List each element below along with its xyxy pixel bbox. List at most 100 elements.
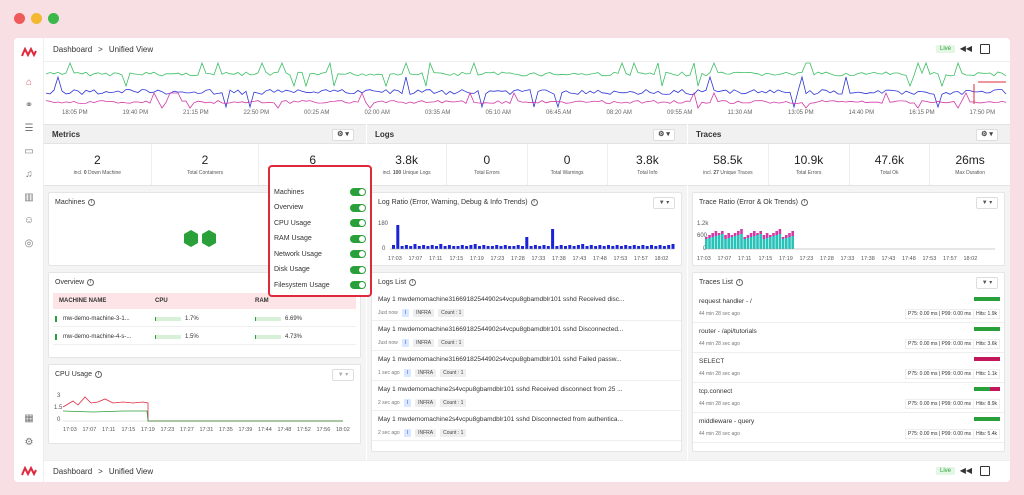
live-badge[interactable]: Live <box>935 45 955 53</box>
trace-ok-bar <box>724 239 727 249</box>
visibility-toggle[interactable] <box>350 281 366 289</box>
timeline-tick-label: 06:45 AM <box>546 110 572 116</box>
log-bar <box>572 246 576 249</box>
list-item[interactable]: May 1 mwdemomachine2s4vcpu8gbamdblr101 s… <box>372 411 681 441</box>
minimize-window-button[interactable] <box>31 13 42 24</box>
list-item[interactable]: May 1 mwdemomachine31669182544902s4vcpu8… <box>372 351 681 381</box>
list-item[interactable]: May 1 mwdemomachine31669182544902s4vcpu8… <box>372 291 681 321</box>
nodes-icon[interactable]: ⚭ <box>24 99 34 111</box>
robot-icon[interactable]: ☺ <box>23 214 35 226</box>
metrics-settings-button[interactable]: ⚙ ▾ <box>332 129 354 141</box>
log-level-badge: I <box>403 429 412 437</box>
cpu-usage-chart[interactable]: 3 1.5 0 17:03 17:07 17:11 17:15 17:19 17:23 17… <box>53 391 353 443</box>
stat-value: 3.8k <box>636 153 659 167</box>
visibility-toggle[interactable] <box>350 188 366 196</box>
breadcrumb-dashboard[interactable]: Dashboard <box>53 467 93 476</box>
dropdown-item[interactable]: Machines <box>274 185 366 199</box>
bar-chart-icon[interactable]: ▥ <box>24 191 34 203</box>
support-icon[interactable]: ◎ <box>24 237 34 249</box>
visibility-toggle[interactable] <box>350 203 366 212</box>
trace-ratio-chart[interactable]: 1.2k 600 0 17:03 17:07 17:11 17:15 17:19 17:2… <box>695 219 1002 265</box>
logs-settings-button[interactable]: ⚙ ▾ <box>653 129 675 141</box>
col-cpu[interactable]: CPU <box>155 298 168 304</box>
log-ratio-chart[interactable]: 180 0 17:03 17:07 17:11 17:15 17:19 17:23 17:2… <box>374 219 679 265</box>
rewind-icon[interactable]: ◀◀ <box>959 466 972 475</box>
machine-name: mw-demo-machine-3-1... <box>55 315 155 322</box>
trace-percentiles: P75: 0.00 ms | P99: 0.00 ms <box>905 309 974 319</box>
calendar-icon[interactable] <box>980 44 990 54</box>
info-icon[interactable]: i <box>409 279 417 286</box>
traces-settings-button[interactable]: ⚙ ▾ <box>976 129 998 141</box>
list-item[interactable]: tcp.connect 44 min 28 sec ago P75: 0.00 ms… <box>693 383 1004 413</box>
log-bar <box>512 246 516 249</box>
info-icon[interactable]: i <box>94 371 102 378</box>
info-icon[interactable]: i <box>800 199 808 206</box>
calendar-icon[interactable] <box>980 466 990 476</box>
log-bar <box>559 245 563 249</box>
document-icon[interactable]: ▭ <box>24 145 34 157</box>
live-badge[interactable]: Live <box>935 467 955 475</box>
list-item[interactable]: router - /api/tutorials 44 min 28 sec ago… <box>693 323 1004 353</box>
list-item[interactable]: May 1 mwdemomachine31669182544902s4vcpu8… <box>372 321 681 351</box>
trace-ok-bar <box>785 238 788 249</box>
visibility-toggle[interactable] <box>350 219 366 227</box>
apps-grid-icon[interactable]: ▦ <box>24 412 34 424</box>
home-icon[interactable]: ⌂ <box>25 76 33 88</box>
dropdown-item[interactable]: Disk Usage <box>274 263 366 277</box>
metrics-stat: 2 incl. 0 Down Machine <box>44 144 152 185</box>
maximize-window-button[interactable] <box>48 13 59 24</box>
x-tick-label: 17:38 <box>861 256 875 262</box>
trace-name: request handler - / <box>699 298 752 305</box>
log-bar <box>478 246 481 249</box>
close-window-button[interactable] <box>14 13 25 24</box>
rewind-icon[interactable]: ◀◀ <box>959 44 972 53</box>
log-filter-button[interactable]: ▼ ▾ <box>653 197 675 209</box>
trace-filter-button[interactable]: ▼ ▾ <box>976 197 998 209</box>
cpu-filter-button[interactable]: ▼ ▾ <box>332 369 354 381</box>
breadcrumb-dashboard[interactable]: Dashboard <box>53 45 93 54</box>
list-item[interactable]: request handler - / 44 min 28 sec ago P75:… <box>693 293 1004 323</box>
trace-error-bar <box>762 235 766 239</box>
dropdown-item[interactable]: CPU Usage <box>274 216 366 230</box>
traces-list-title: Traces List <box>699 279 733 286</box>
log-bar <box>632 245 636 249</box>
dropdown-item[interactable]: Filesystem Usage <box>274 278 366 292</box>
timeline-overview-chart[interactable]: 18:05 PM 19:40 PM 21:15 PM 22:50 PM 00:25 AM… <box>44 62 1010 124</box>
visibility-toggle[interactable] <box>350 265 366 274</box>
dropdown-item[interactable]: Overview <box>274 201 366 215</box>
table-row[interactable]: mw-demo-machine-3-1... 1.7% 6.69% <box>53 311 356 327</box>
cpu-usage-title: CPU Usage <box>55 371 92 378</box>
trace-ok-bar <box>762 239 766 249</box>
list-item[interactable]: middleware - query 44 min 28 sec ago P75: … <box>693 413 1004 443</box>
timeline-tick-label: 21:15 PM <box>183 110 209 116</box>
cpu-series-red <box>62 396 343 422</box>
table-row[interactable]: mw-demo-machine-4-s-... 1.5% 4.73% <box>53 329 356 345</box>
settings-gear-icon[interactable]: ⚙ <box>24 436 34 448</box>
traces-list-filter-button[interactable]: ▼ ▾ <box>976 277 998 289</box>
dropdown-item[interactable]: Network Usage <box>274 247 366 261</box>
col-ram[interactable]: RAM <box>255 298 269 304</box>
x-tick-label: 17:53 <box>614 256 628 262</box>
info-icon[interactable]: i <box>87 199 95 206</box>
log-level-badge: I <box>401 309 410 317</box>
trace-ok-bar <box>705 239 708 249</box>
trace-status-bar <box>974 297 1000 301</box>
trace-error-bar <box>778 229 782 234</box>
info-icon[interactable]: i <box>87 279 95 286</box>
list-icon[interactable]: ☰ <box>24 122 34 134</box>
dropdown-item[interactable]: RAM Usage <box>274 232 366 246</box>
col-machine-name[interactable]: MACHINE NAME <box>59 298 107 304</box>
dropdown-item-label: RAM Usage <box>274 235 312 242</box>
info-icon[interactable]: i <box>530 199 538 206</box>
log-bar <box>413 244 417 249</box>
visibility-toggle[interactable] <box>350 250 366 258</box>
bell-icon[interactable]: ♫ <box>25 168 33 180</box>
list-item[interactable]: May 1 mwdemomachine2s4vcpu8gbamdblr101 s… <box>372 381 681 411</box>
machine-hexagons-icon[interactable] <box>183 229 219 249</box>
list-item[interactable]: SELECT 44 min 28 sec ago P75: 0.00 ms | P9… <box>693 353 1004 383</box>
stat-label: Total Containers <box>186 170 224 176</box>
visibility-toggle[interactable] <box>350 234 366 243</box>
trace-age: 44 min 28 sec ago <box>699 371 740 377</box>
log-bar <box>404 245 408 249</box>
info-icon[interactable]: i <box>735 279 743 286</box>
